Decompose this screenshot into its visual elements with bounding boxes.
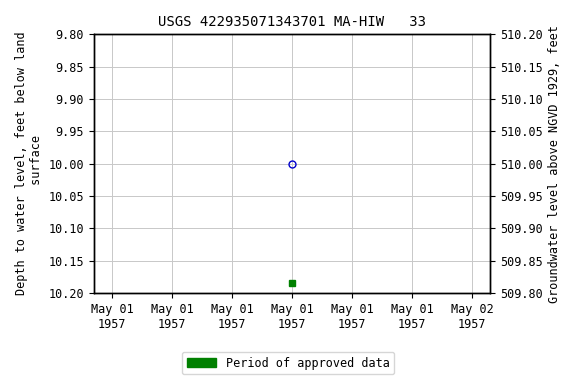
Y-axis label: Depth to water level, feet below land
 surface: Depth to water level, feet below land su…: [15, 32, 43, 295]
Y-axis label: Groundwater level above NGVD 1929, feet: Groundwater level above NGVD 1929, feet: [548, 25, 561, 303]
Legend: Period of approved data: Period of approved data: [182, 352, 394, 374]
Title: USGS 422935071343701 MA-HIW   33: USGS 422935071343701 MA-HIW 33: [158, 15, 426, 29]
